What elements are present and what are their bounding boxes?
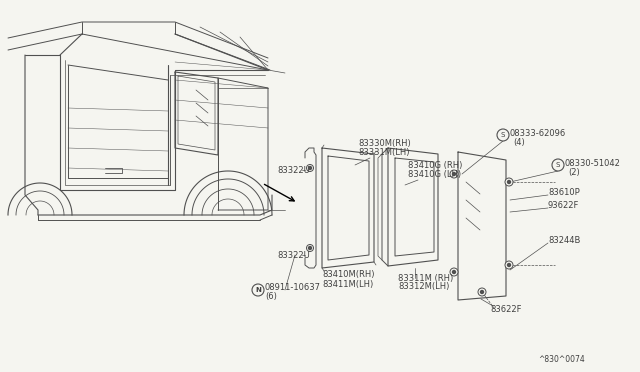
Circle shape <box>450 170 458 178</box>
Circle shape <box>508 263 511 266</box>
Text: 83410G (LH): 83410G (LH) <box>408 170 461 179</box>
Text: 83244B: 83244B <box>548 235 580 244</box>
Text: 08911-10637: 08911-10637 <box>265 283 321 292</box>
Text: 83331M(LH): 83331M(LH) <box>358 148 410 157</box>
Circle shape <box>505 178 513 186</box>
Text: ^830^0074: ^830^0074 <box>538 356 585 365</box>
Text: 08330-51042: 08330-51042 <box>565 158 621 167</box>
Circle shape <box>481 291 483 294</box>
Circle shape <box>505 261 513 269</box>
Text: 83410M(RH): 83410M(RH) <box>322 270 374 279</box>
Circle shape <box>497 129 509 141</box>
Circle shape <box>478 288 486 296</box>
Text: 83312M(LH): 83312M(LH) <box>398 282 449 292</box>
Text: 83610P: 83610P <box>548 187 580 196</box>
Text: 08333-62096: 08333-62096 <box>510 128 566 138</box>
Circle shape <box>307 164 314 171</box>
Text: S: S <box>501 132 505 138</box>
Text: 83322U: 83322U <box>277 166 310 174</box>
Text: S: S <box>556 162 560 168</box>
Text: 93622F: 93622F <box>548 201 579 209</box>
Text: N: N <box>255 287 261 293</box>
Circle shape <box>452 270 456 273</box>
Text: 83622F: 83622F <box>490 305 522 314</box>
Circle shape <box>450 268 458 276</box>
Circle shape <box>452 173 456 176</box>
Circle shape <box>508 180 511 183</box>
Text: 83322U: 83322U <box>277 250 310 260</box>
Text: (6): (6) <box>265 292 277 301</box>
Circle shape <box>552 159 564 171</box>
Circle shape <box>308 167 312 170</box>
Circle shape <box>307 244 314 251</box>
Circle shape <box>308 247 312 250</box>
Circle shape <box>252 284 264 296</box>
Text: (2): (2) <box>568 167 580 176</box>
Text: (4): (4) <box>513 138 525 147</box>
Text: 83411M(LH): 83411M(LH) <box>322 279 373 289</box>
Text: 83330M(RH): 83330M(RH) <box>358 138 411 148</box>
Text: 83311M (RH): 83311M (RH) <box>398 273 453 282</box>
Text: 83410G (RH): 83410G (RH) <box>408 160 462 170</box>
